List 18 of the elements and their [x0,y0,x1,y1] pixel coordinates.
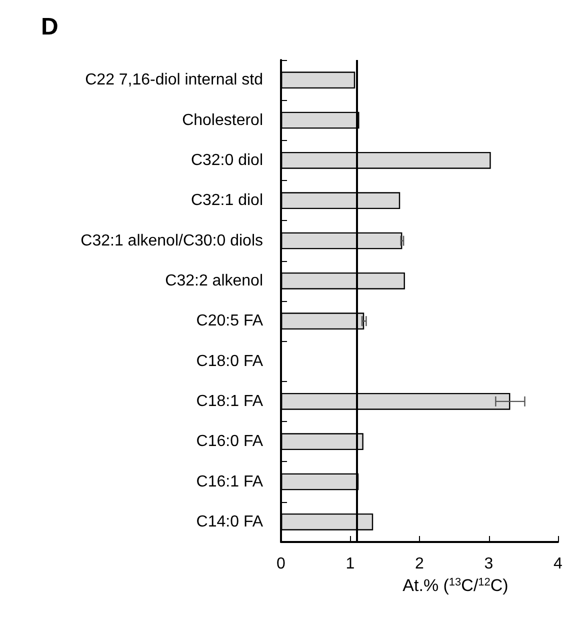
y-tick-label: C32:2 alkenol [165,272,263,290]
y-tick-label: C32:0 diol [190,152,263,169]
y-tick-label: C22 7,16-diol internal std [85,72,263,89]
x-tick-label: 4 [554,556,563,572]
text: D [41,14,58,40]
x-tick-label: 2 [415,556,424,572]
y-tick-label: C16:1 FA [196,473,264,490]
y-tick-label: C32:1 diol [190,192,263,210]
x-tick-label: 0 [276,556,286,572]
y-tick-label: C18:0 FA [196,352,264,370]
y-tick-label: C32:1 alkenol/C30:0 diols [80,232,263,250]
x-tick-label: 1 [346,556,355,572]
y-tick-label: C18:1 FA [196,392,264,410]
y-tick-label: C20:5 FA [196,312,264,330]
x-tick-label: 3 [484,556,494,572]
y-tick-label: C14:0 FA [196,513,264,530]
y-tick-label: C16:0 FA [196,433,264,450]
y-tick-label: Cholesterol [182,112,263,129]
